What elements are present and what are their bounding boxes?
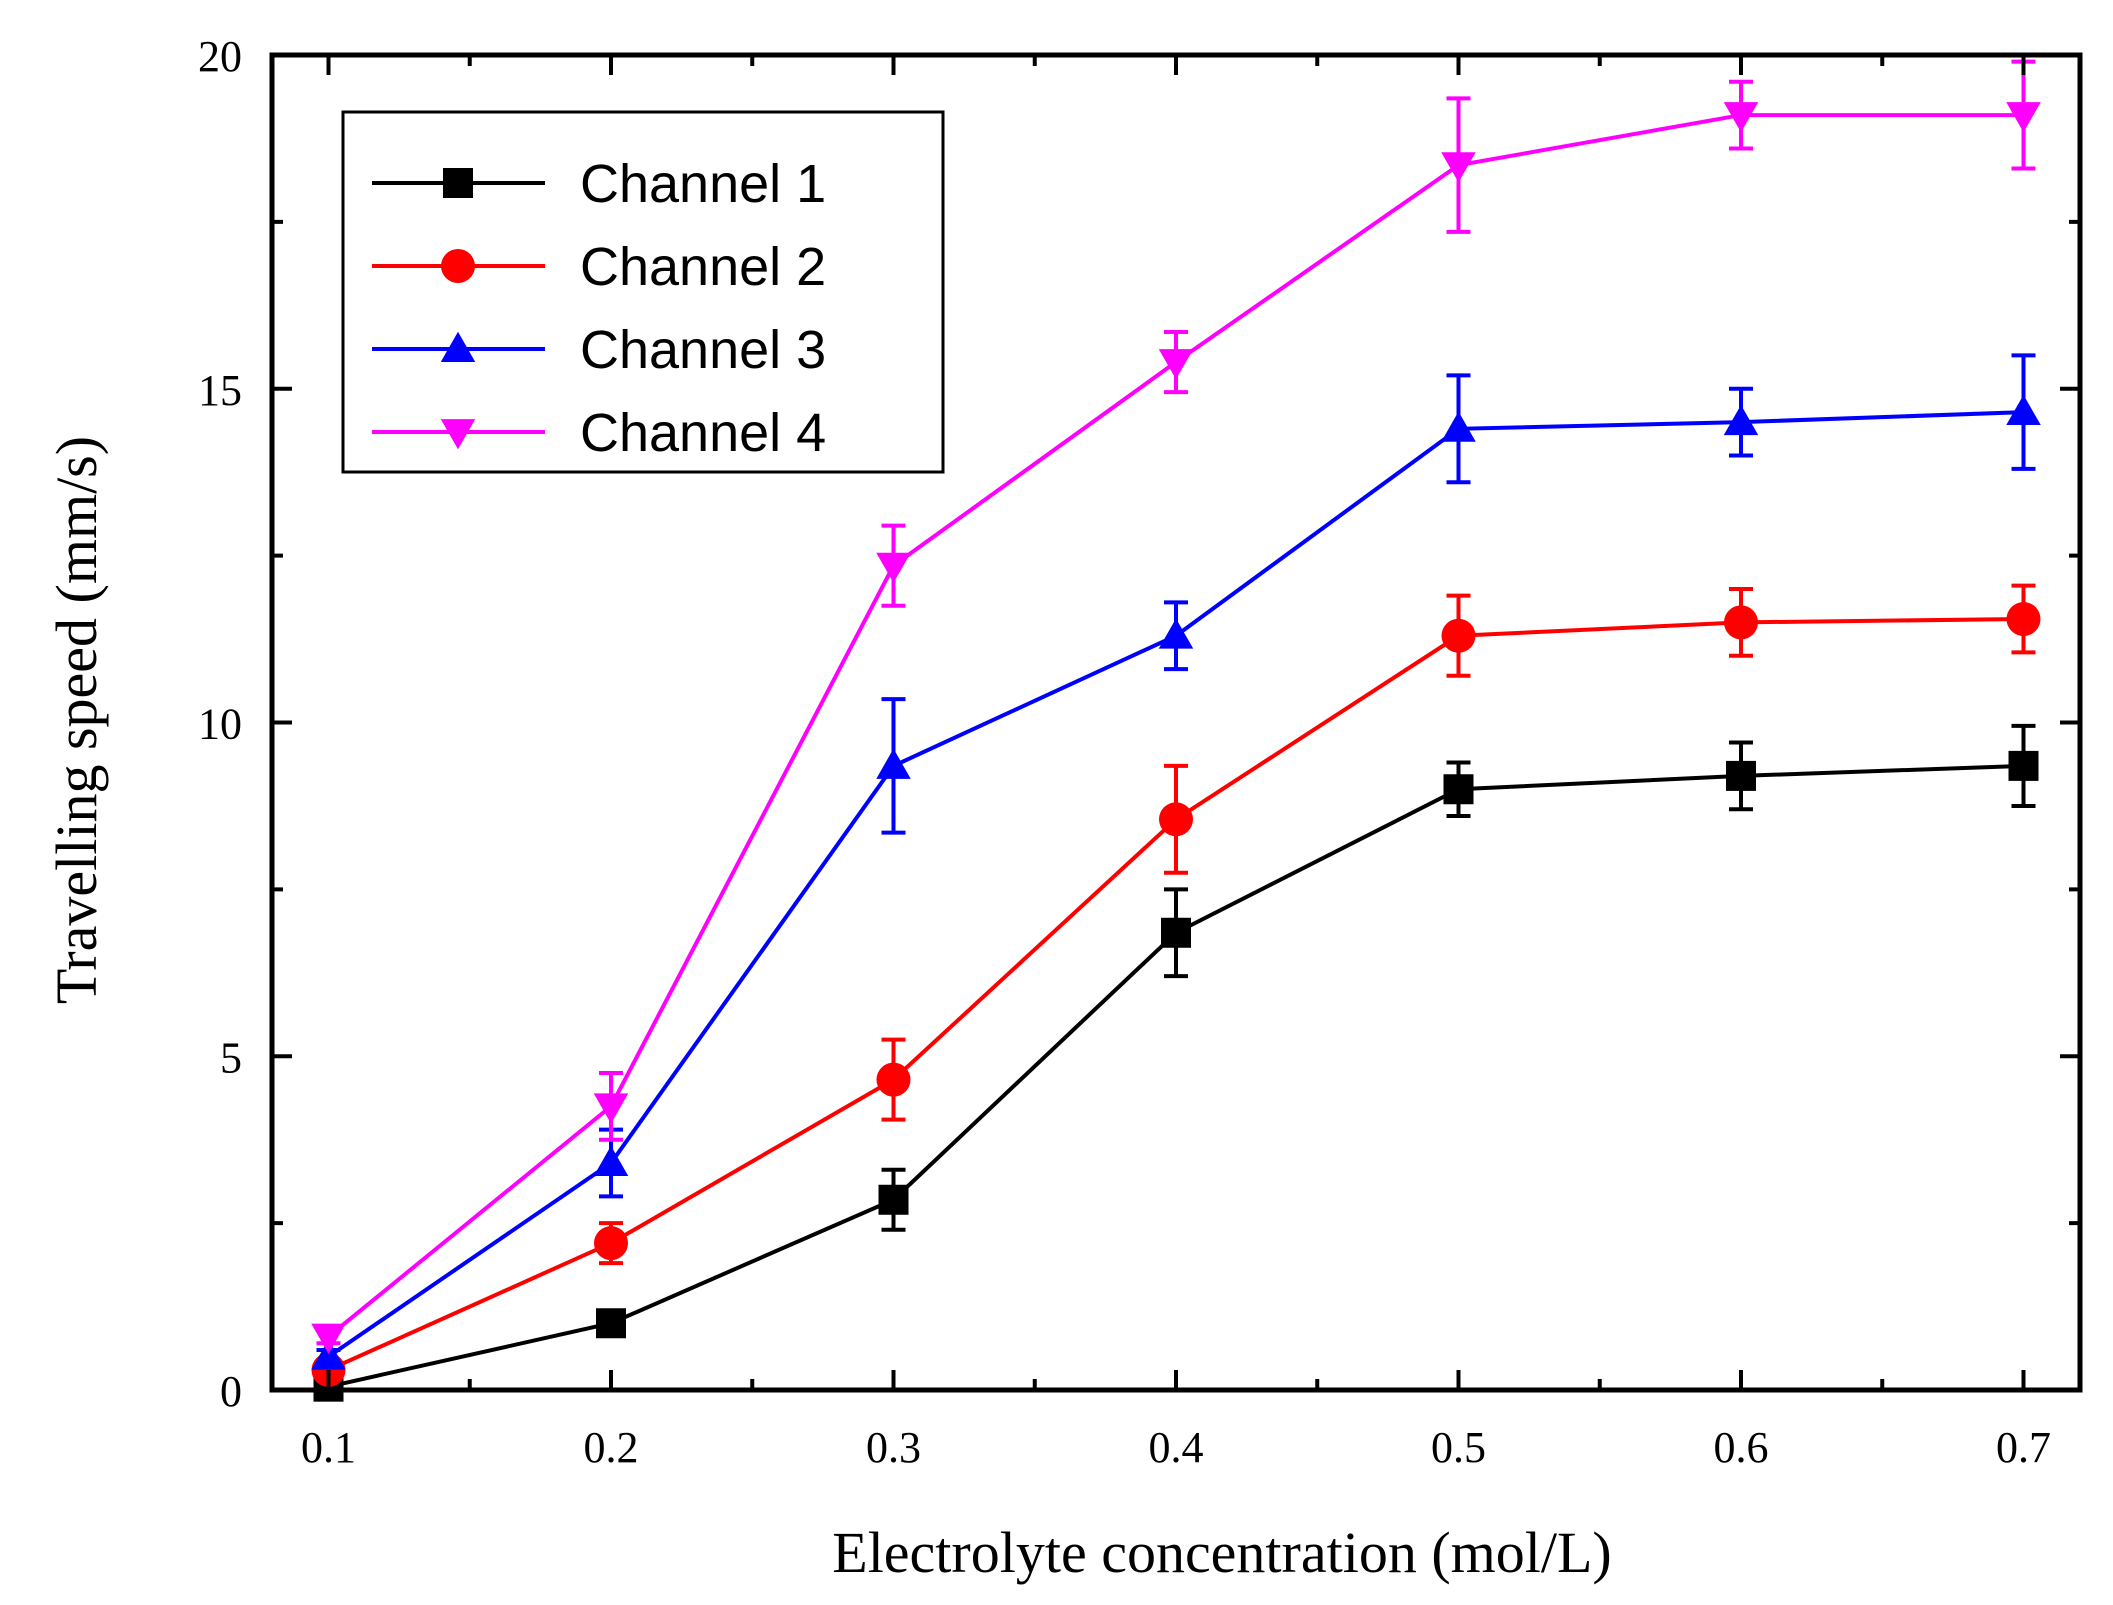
- data-point: [1158, 618, 1194, 649]
- legend-label: Channel 4: [580, 403, 826, 463]
- series-4: [311, 59, 2041, 1354]
- x-axis-title: Electrolyte concentration (mol/L): [832, 1520, 1611, 1585]
- y-tick-label: 5: [220, 1033, 242, 1082]
- x-tick-label: 0.5: [1431, 1423, 1486, 1472]
- data-point: [1159, 802, 1193, 837]
- data-point: [1723, 102, 1759, 133]
- data-point: [593, 1093, 629, 1124]
- data-point: [1158, 349, 1194, 380]
- series-3: [311, 353, 2041, 1370]
- data-point: [311, 1323, 346, 1354]
- x-tick-label: 0.4: [1149, 1423, 1204, 1472]
- data-point: [1724, 605, 1758, 640]
- legend-marker: [440, 419, 476, 450]
- data-point: [876, 748, 911, 779]
- data-point: [1726, 760, 1756, 791]
- data-point: [1443, 774, 1474, 805]
- axes: 0.1 0.2 0.3 0.4 0.5 0.6 0.7 0 5 10 15 20: [198, 32, 2083, 1472]
- data-point: [2006, 394, 2041, 426]
- data-point: [1723, 404, 1759, 436]
- legend-marker: [443, 168, 473, 198]
- data-point: [1441, 411, 1476, 442]
- legend-marker: [441, 249, 475, 283]
- y-axis-title: Travelling speed (mm/s): [44, 436, 109, 1004]
- data-point: [878, 1184, 909, 1215]
- data-point: [876, 552, 911, 583]
- x-tick-label: 0.1: [301, 1423, 356, 1472]
- legend: Channel 1 Channel 2 Channel 3 Channel 4: [341, 110, 945, 474]
- x-tick-label: 0.3: [866, 1423, 921, 1472]
- data-point: [2006, 102, 2041, 133]
- legend-label: Channel 3: [580, 320, 826, 380]
- data-point: [593, 1145, 629, 1176]
- legend-marker: [440, 331, 476, 362]
- y-tick-label: 20: [198, 32, 242, 81]
- x-tick-label: 0.7: [1996, 1423, 2051, 1472]
- data-point: [1441, 152, 1476, 183]
- series-line: [327, 410, 2024, 1359]
- data-point: [596, 1308, 626, 1339]
- legend-label: Channel 1: [580, 154, 826, 214]
- data-point: [594, 1226, 628, 1261]
- data-point: [311, 1339, 346, 1370]
- x-tick-label: 0.6: [1714, 1423, 1769, 1472]
- data-point: [876, 1062, 911, 1097]
- y-tick-label: 15: [198, 366, 242, 415]
- legend-label: Channel 2: [580, 237, 826, 297]
- series-2: [311, 583, 2041, 1387]
- y-tick-label: 10: [198, 700, 242, 749]
- data-point: [2006, 602, 2041, 637]
- series-line: [327, 617, 2024, 1372]
- plot-area: [311, 59, 2041, 1402]
- x-tick-label: 0.2: [584, 1423, 639, 1472]
- data-point: [1441, 618, 1476, 653]
- data-point: [1161, 917, 1191, 948]
- y-tick-label: 0: [220, 1367, 242, 1416]
- series-1: [313, 723, 2039, 1402]
- data-point: [2008, 750, 2039, 781]
